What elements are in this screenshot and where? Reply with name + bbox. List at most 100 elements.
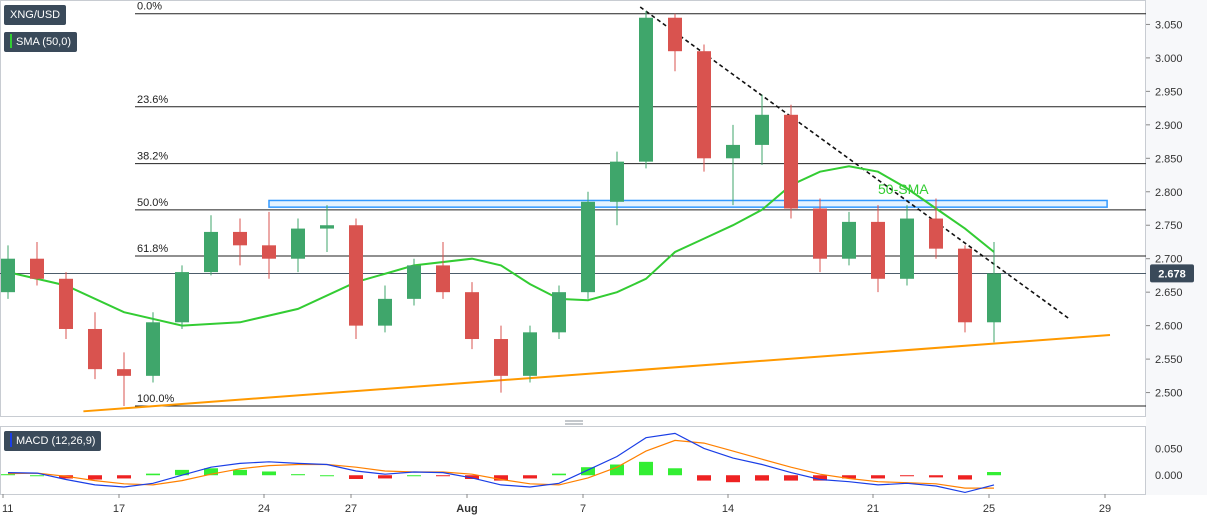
candle-body — [929, 218, 943, 249]
candle-body — [784, 114, 798, 209]
candle-body — [639, 17, 653, 162]
axes: 3.050 3.000 2.950 2.900 2.850 2.800 2.750 2.700… — [2, 19, 1194, 515]
candle-body — [436, 265, 450, 293]
candle-body — [755, 114, 769, 145]
macd-histogram-bar — [523, 475, 537, 479]
candle-body — [117, 369, 131, 376]
macd-histogram-bar — [262, 471, 276, 476]
macd-histogram-bar — [929, 475, 943, 478]
resistance-zone-box — [268, 199, 1108, 208]
price-tick-label: 2.750 — [1155, 220, 1183, 232]
macd-histogram-bar — [784, 475, 798, 481]
fib-label: 50.0% — [137, 197, 168, 209]
price-tick-label: 3.050 — [1155, 19, 1183, 31]
symbol-tag[interactable]: XNG/USD — [4, 5, 67, 25]
price-tick-label: 2.550 — [1155, 354, 1183, 366]
macd-indicator-tag[interactable]: MACD (12,26,9) — [4, 431, 102, 451]
macd-histogram-bar — [668, 468, 682, 476]
time-tick-label: 17 — [113, 503, 125, 515]
current-price-label: 2.678 — [1158, 268, 1186, 280]
macd-histogram-bar — [146, 473, 160, 476]
macd-histogram-bar — [958, 475, 972, 480]
macd-histogram-bar — [117, 475, 131, 479]
candle-body — [610, 161, 624, 202]
candle-body — [204, 231, 218, 273]
macd-histogram-bar — [233, 469, 247, 476]
falling-resistance-line — [639, 6, 1070, 320]
candle-body — [1, 258, 15, 293]
candle-body — [262, 245, 276, 259]
macd-histogram-bar — [987, 472, 1001, 476]
candle-body — [871, 221, 885, 279]
candle-body — [900, 218, 914, 279]
price-tick-label: 2.800 — [1155, 187, 1183, 199]
rising-support-line — [83, 334, 1111, 413]
candle-body — [378, 298, 392, 326]
current-price-badge — [1150, 264, 1194, 283]
price-axis-panel — [1146, 0, 1207, 495]
macd-histogram-bar — [871, 475, 885, 479]
price-tick-label: 3.000 — [1155, 53, 1183, 65]
macd-pane-frame — [0, 426, 1146, 495]
macd-tick-label: 0.050 — [1155, 443, 1183, 455]
candle-body — [291, 228, 305, 259]
time-tick-label: 7 — [580, 503, 586, 515]
sma-swatch — [10, 34, 12, 48]
candle-body — [233, 231, 247, 246]
sma-indicator-label: SMA (50,0) — [16, 36, 72, 48]
candle-body — [349, 225, 363, 326]
candle-body — [88, 328, 102, 370]
price-tick-label: 2.950 — [1155, 86, 1183, 98]
macd-histogram-bar — [291, 474, 305, 476]
candle-body — [523, 332, 537, 376]
candle-body — [697, 51, 711, 159]
macd-histogram-bar — [900, 475, 914, 477]
macd-histogram-bar — [320, 475, 334, 477]
fib-label: 100.0% — [137, 393, 175, 405]
time-tick-label: 21 — [867, 503, 879, 515]
fib-label: 0.0% — [137, 1, 162, 13]
fib-label: 23.6% — [137, 94, 168, 106]
macd-swatch — [10, 433, 12, 447]
trend-lines — [83, 6, 1111, 413]
sma-50-line — [7, 165, 995, 327]
price-tick-label: 2.900 — [1155, 120, 1183, 132]
macd-histogram-bar — [1, 474, 15, 476]
candle-body — [59, 278, 73, 329]
candle-body — [726, 144, 740, 159]
macd-histogram-bar — [552, 473, 566, 476]
candle-body — [987, 273, 1001, 323]
candle-body — [146, 322, 160, 376]
fib-label: 61.8% — [137, 243, 168, 255]
price-tick-label: 2.700 — [1155, 254, 1183, 266]
time-tick-label: 25 — [983, 503, 995, 515]
macd-histogram-bar — [407, 475, 421, 477]
macd-histogram-bar — [726, 475, 740, 483]
time-tick-label: 27 — [345, 503, 357, 515]
candle-body — [494, 339, 508, 376]
time-tick-label: 14 — [722, 503, 734, 515]
candle-body — [465, 292, 479, 340]
candle-body — [407, 265, 421, 299]
macd-histogram-bar — [494, 475, 508, 481]
candle-body — [30, 258, 44, 279]
macd-histogram-bar — [436, 475, 450, 477]
macd-histogram-bar — [842, 475, 856, 479]
macd-histogram-bar — [204, 468, 218, 476]
sma-indicator-tag[interactable]: SMA (50,0) — [4, 32, 78, 52]
candle-body — [842, 221, 856, 259]
candle-body — [552, 292, 566, 333]
macd-histogram-bar — [88, 475, 102, 480]
macd-histogram-bar — [175, 469, 189, 476]
price-tick-label: 2.650 — [1155, 287, 1183, 299]
macd-line — [7, 432, 995, 494]
macd-tick-label: 0.000 — [1155, 470, 1183, 482]
macd-histogram-bar — [349, 475, 363, 479]
macd-histogram-bar — [697, 475, 711, 481]
candle-body — [813, 208, 827, 259]
macd-histogram-bar — [465, 475, 479, 479]
fib-label: 38.2% — [137, 151, 168, 163]
price-tick-label: 2.850 — [1155, 153, 1183, 165]
price-tick-label: 2.500 — [1155, 388, 1183, 400]
